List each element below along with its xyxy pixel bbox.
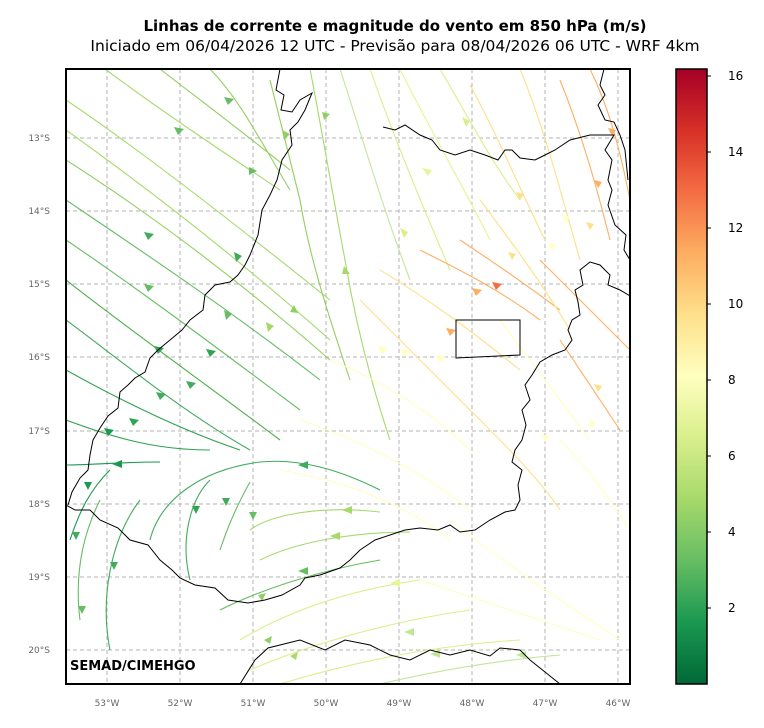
lon-tick: 52°W — [168, 699, 193, 709]
lon-tick: 46°W — [606, 699, 631, 709]
colorbar-tick: 4 — [728, 525, 736, 539]
lat-tick: 20°S — [28, 646, 50, 656]
lon-tick: 50°W — [314, 699, 339, 709]
lat-tick: 19°S — [28, 573, 50, 583]
state-borders — [66, 69, 630, 684]
colorbar-tick: 6 — [728, 449, 736, 463]
lon-tick-labels: 53°W 52°W 51°W 50°W 49°W 48°W 47°W 46°W — [95, 699, 631, 709]
colorbar-tick: 16 — [728, 69, 743, 83]
lat-tick: 15°S — [28, 280, 50, 290]
lon-tick: 53°W — [95, 699, 120, 709]
colorbar-gradient — [675, 68, 708, 685]
map-frame — [65, 68, 631, 685]
lon-tick: 51°W — [241, 699, 266, 709]
lon-tick: 47°W — [533, 699, 558, 709]
lon-tick: 48°W — [460, 699, 485, 709]
colorbar-tick: 2 — [728, 601, 736, 615]
grid-lines — [66, 69, 630, 684]
lat-tick: 14°S — [28, 207, 50, 217]
colorbar: 2 4 6 8 10 12 14 16 — [675, 68, 743, 685]
map-title: Linhas de corrente e magnitude do vento … — [143, 17, 647, 35]
map-subtitle: Iniciado em 06/04/2026 12 UTC - Previsão… — [90, 37, 700, 55]
lat-tick: 17°S — [28, 427, 50, 437]
map-panel: SEMAD/CIMEHGO — [65, 68, 631, 685]
lon-tick: 49°W — [387, 699, 412, 709]
lat-tick: 16°S — [28, 353, 50, 363]
streamlines — [66, 69, 630, 684]
credit-label: SEMAD/CIMEHGO — [70, 659, 196, 674]
lat-tick: 13°S — [28, 134, 50, 144]
colorbar-tick: 12 — [728, 221, 743, 235]
colorbar-tick: 14 — [728, 145, 743, 159]
lat-tick: 18°S — [28, 500, 50, 510]
colorbar-tick: 10 — [728, 297, 743, 311]
colorbar-tick: 8 — [728, 373, 736, 387]
lat-tick-labels: 13°S 14°S 15°S 16°S 17°S 18°S 19°S 20°S — [28, 134, 50, 656]
